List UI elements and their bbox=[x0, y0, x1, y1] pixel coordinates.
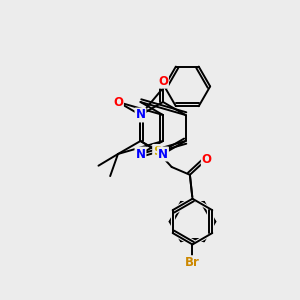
Text: Br: Br bbox=[185, 256, 200, 269]
Text: O: O bbox=[158, 75, 168, 88]
Text: N: N bbox=[158, 148, 168, 160]
Text: N: N bbox=[136, 148, 146, 160]
Text: S: S bbox=[153, 145, 162, 158]
Text: N: N bbox=[136, 109, 146, 122]
Text: O: O bbox=[202, 153, 212, 166]
Text: O: O bbox=[113, 95, 123, 109]
